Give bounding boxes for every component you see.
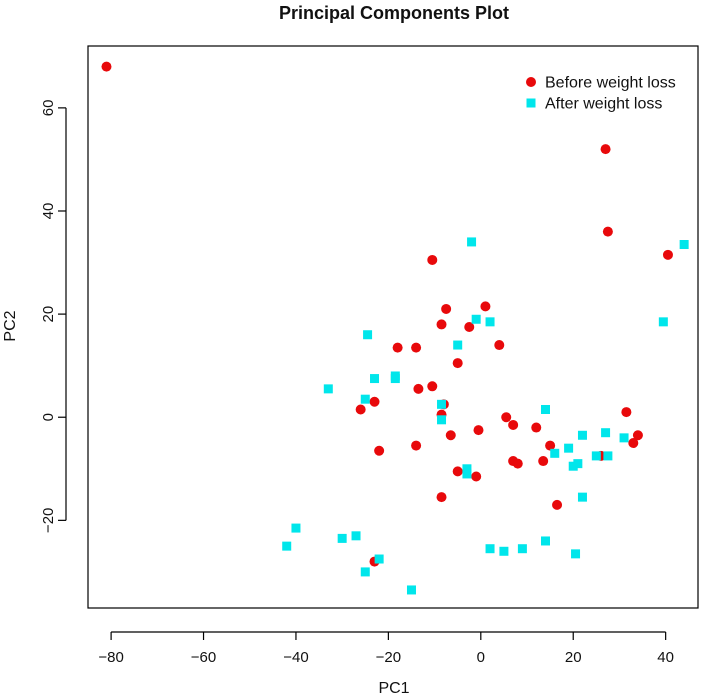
data-point-square [467, 237, 477, 247]
data-point-square [351, 531, 361, 541]
legend-label: Before weight loss [545, 75, 676, 92]
data-points [101, 61, 689, 595]
data-point-circle [101, 61, 112, 72]
data-point-square [291, 523, 301, 533]
data-point-circle [441, 303, 452, 314]
data-point-circle [374, 445, 385, 456]
data-point-circle [471, 471, 482, 482]
data-point-square [471, 314, 481, 324]
legend-label: After weight loss [545, 96, 662, 113]
data-point-circle [480, 301, 491, 312]
x-tick-label: 40 [657, 649, 674, 666]
x-tick-label: −80 [98, 649, 123, 666]
chart-title: Principal Components Plot [279, 3, 509, 23]
data-point-square [337, 533, 347, 543]
data-point-circle [427, 254, 438, 265]
data-point-square [577, 430, 587, 440]
data-point-circle [552, 499, 563, 510]
data-point-circle [411, 440, 422, 451]
series-after [282, 237, 689, 595]
data-point-square [323, 384, 333, 394]
data-point-circle [512, 458, 523, 469]
data-point-square [499, 546, 509, 556]
data-point-circle [427, 381, 438, 392]
legend-marker-square [526, 98, 536, 108]
data-point-square [577, 492, 587, 502]
data-point-circle [392, 342, 403, 353]
data-point-circle [662, 249, 673, 260]
x-axis: −80 −60 −40 −20 0 20 40 [98, 631, 674, 666]
data-point-square [679, 240, 689, 250]
data-point-square [541, 536, 550, 546]
data-point-square [571, 549, 581, 559]
data-point-square [462, 469, 472, 479]
data-point-square [541, 404, 550, 414]
data-point-square [485, 544, 495, 554]
data-point-square [363, 330, 373, 340]
data-point-square [619, 433, 629, 443]
data-point-square [601, 428, 611, 438]
data-point-circle [602, 226, 613, 237]
plot-frame [87, 45, 699, 609]
data-point-circle [632, 430, 643, 441]
series-before [101, 61, 673, 567]
data-point-circle [538, 456, 549, 467]
y-tick-label: 20 [40, 306, 57, 323]
y-tick-label: 40 [40, 203, 57, 220]
data-point-circle [494, 340, 505, 351]
data-point-square [568, 461, 578, 471]
data-point-square [485, 317, 495, 327]
data-point-square [573, 459, 583, 469]
data-point-circle [436, 319, 447, 330]
data-point-circle [628, 438, 639, 449]
data-point-circle [445, 430, 456, 441]
legend-marker-circle [526, 77, 536, 87]
data-point-square [437, 399, 447, 409]
data-point-circle [369, 396, 380, 407]
data-point-square [564, 443, 574, 453]
data-point-square [453, 340, 463, 350]
data-point-circle [501, 412, 512, 423]
data-point-circle [355, 404, 366, 415]
legend: Before weight loss After weight loss [526, 75, 676, 113]
y-axis-label: PC2 [2, 310, 19, 341]
data-point-circle [452, 466, 463, 477]
data-point-circle [452, 358, 463, 369]
data-point-square [360, 567, 370, 577]
y-tick-label: −20 [40, 508, 57, 533]
data-point-circle [413, 383, 424, 394]
data-point-circle [600, 144, 611, 155]
data-point-circle [473, 425, 484, 436]
y-tick-label: 0 [40, 413, 57, 421]
x-axis-label: PC1 [378, 680, 409, 696]
data-point-circle [545, 440, 556, 451]
data-point-square [390, 374, 400, 384]
data-point-square [550, 448, 560, 458]
data-point-square [591, 451, 601, 461]
data-point-circle [531, 422, 542, 433]
x-tick-label: 20 [565, 649, 582, 666]
y-axis: −20 0 20 40 60 [40, 100, 67, 533]
data-point-circle [411, 342, 422, 353]
data-point-square [282, 541, 292, 551]
data-point-circle [436, 492, 447, 503]
data-point-square [462, 464, 472, 474]
data-point-circle [621, 407, 632, 418]
data-point-square [437, 415, 447, 425]
data-point-square [603, 451, 613, 461]
data-point-square [360, 394, 370, 404]
x-tick-label: −60 [191, 649, 216, 666]
x-tick-label: 0 [477, 649, 485, 666]
y-tick-label: 60 [40, 100, 57, 117]
data-point-square [370, 374, 380, 384]
x-tick-label: −40 [283, 649, 308, 666]
data-point-square [406, 585, 416, 595]
data-point-square [374, 554, 384, 564]
data-point-circle [508, 419, 519, 430]
data-point-square [658, 317, 668, 327]
data-point-circle [464, 322, 475, 332]
data-point-square [517, 544, 527, 554]
x-tick-label: −20 [376, 649, 401, 666]
